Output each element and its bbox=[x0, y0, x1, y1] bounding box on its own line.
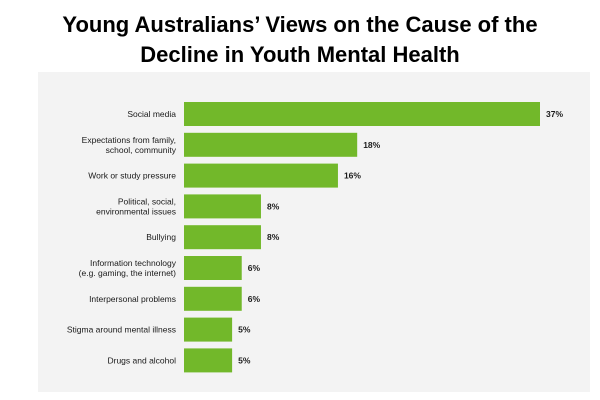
bar-7 bbox=[184, 317, 233, 342]
bar-3 bbox=[184, 194, 261, 219]
value-label-2: 16% bbox=[344, 171, 361, 181]
value-label-0: 37% bbox=[546, 109, 563, 119]
value-label-6: 6% bbox=[248, 294, 261, 304]
chart-title-line-2: Decline in Youth Mental Health bbox=[140, 42, 460, 67]
value-label-7: 5% bbox=[238, 325, 251, 335]
bar-5 bbox=[184, 256, 242, 280]
bar-2 bbox=[184, 163, 338, 188]
bar-0 bbox=[184, 102, 540, 126]
value-label-4: 8% bbox=[267, 232, 280, 242]
chart-title: Young Australians’ Views on the Cause of… bbox=[0, 10, 600, 70]
bar-6 bbox=[184, 286, 242, 311]
value-label-8: 5% bbox=[238, 355, 251, 365]
category-label-8-line-0: Drugs and alcohol bbox=[107, 355, 176, 365]
category-label-5-line-0: Information technology bbox=[90, 258, 177, 268]
category-label-7: Stigma around mental illness bbox=[67, 325, 176, 335]
category-label-5: Information technology (e.g. gaming, the … bbox=[79, 258, 177, 278]
category-label-2: Work or study pressure bbox=[88, 171, 176, 181]
value-label-1: 18% bbox=[363, 140, 380, 150]
category-label-3-line-1: environmental issues bbox=[96, 206, 176, 216]
category-label-3: Political, social, environmental issues bbox=[96, 196, 176, 216]
category-label-1-line-1: school, community bbox=[106, 145, 177, 155]
category-label-8: Drugs and alcohol bbox=[107, 355, 176, 365]
bar-4 bbox=[184, 225, 261, 250]
value-label-3: 8% bbox=[267, 201, 280, 211]
bar-1 bbox=[184, 132, 358, 157]
chart-title-line-1: Young Australians’ Views on the Cause of… bbox=[62, 12, 538, 37]
bar-8 bbox=[184, 348, 233, 373]
category-label-3-line-0: Political, social, bbox=[118, 196, 176, 206]
category-label-2-line-0: Work or study pressure bbox=[88, 171, 176, 181]
category-label-4: Bullying bbox=[146, 232, 176, 242]
category-label-1-line-0: Expectations from family, bbox=[82, 135, 176, 145]
value-label-5: 6% bbox=[248, 263, 261, 273]
category-label-1: Expectations from family, school, communi… bbox=[82, 135, 177, 155]
category-label-4-line-0: Bullying bbox=[146, 232, 176, 242]
category-label-7-line-0: Stigma around mental illness bbox=[67, 325, 176, 335]
category-label-6-line-0: Interpersonal problems bbox=[89, 294, 176, 304]
category-label-6: Interpersonal problems bbox=[89, 294, 176, 304]
category-label-5-line-1: (e.g. gaming, the internet) bbox=[79, 268, 177, 278]
category-label-0: Social media bbox=[127, 109, 176, 119]
category-label-0-line-0: Social media bbox=[127, 109, 176, 119]
